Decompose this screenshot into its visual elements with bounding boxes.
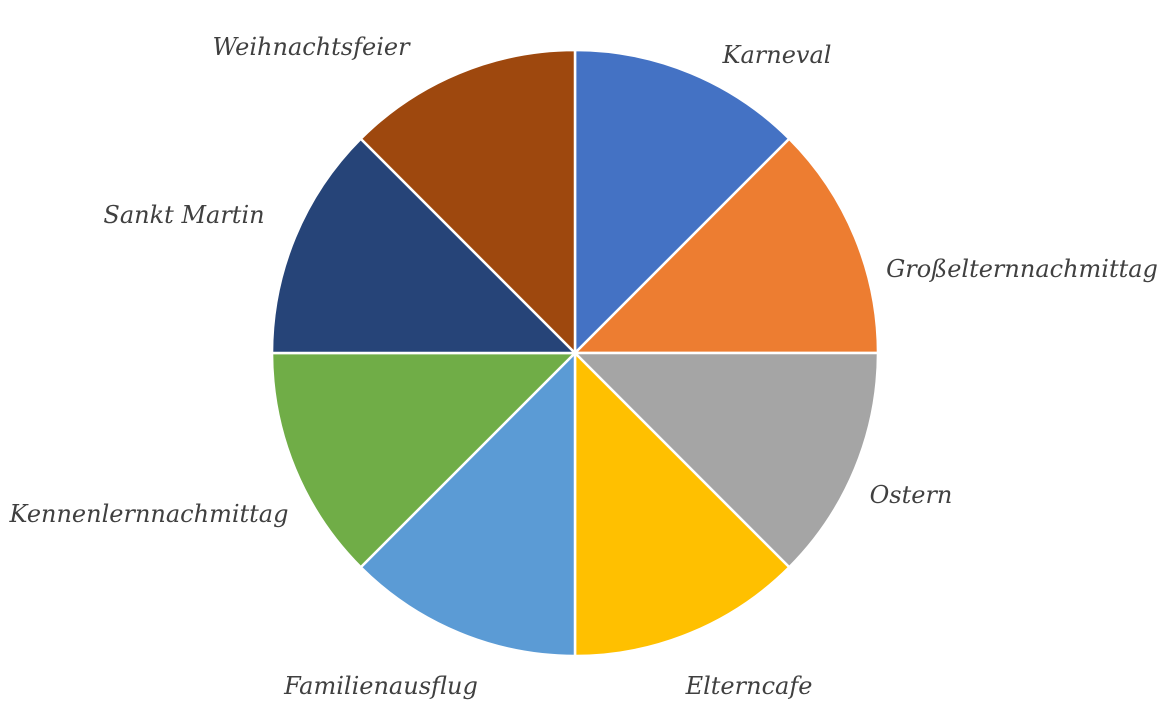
pie-label-elterncafe: Elterncafe: [685, 672, 813, 700]
pie-label-kennenlernnachmittag: Kennenlernnachmittag: [9, 500, 289, 528]
pie-label-ostern: Ostern: [870, 481, 953, 509]
pie-label-sankt-martin: Sankt Martin: [103, 201, 264, 229]
pie-slice-ostern: [573, 351, 880, 569]
pie-slice-elterncafe: [573, 351, 791, 658]
pie-label-karneval: Karneval: [722, 41, 832, 69]
pie-slice-sankt-martin: [270, 137, 577, 355]
pie-slice-grosselternnachmittag: [573, 137, 880, 355]
pie-label-weihnachtsfeier: Weihnachtsfeier: [212, 33, 411, 61]
pie-slice-kennenlernnachmittag: [270, 351, 577, 569]
pie-labels: Karneval Großelternnachmittag Ostern Eltern…: [9, 33, 1158, 700]
pie-label-grosselternnachmittag: Großelternnachmittag: [886, 255, 1158, 283]
pie-slice-familienausflug: [359, 351, 577, 658]
pie-slice-karneval: [573, 48, 791, 355]
pie-slices: [270, 48, 880, 658]
pie-label-familienausflug: Familienausflug: [283, 672, 478, 700]
pie-slice-weihnachtsfeier: [359, 48, 577, 355]
